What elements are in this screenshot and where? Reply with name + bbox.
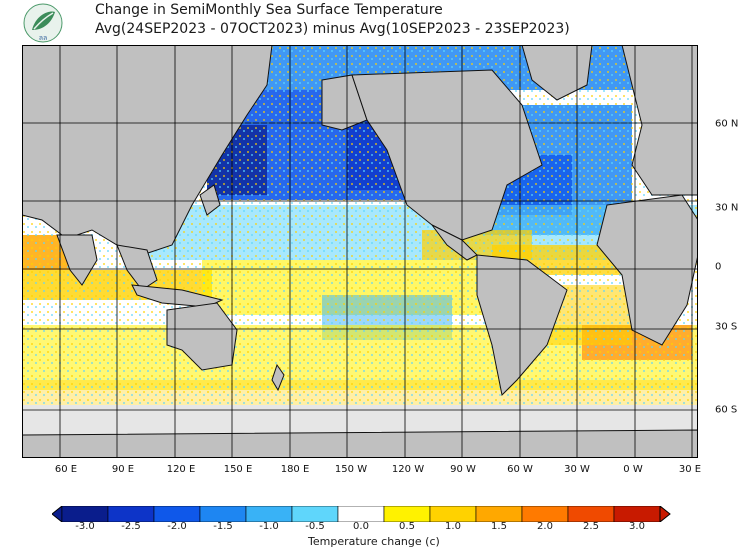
lat-label-60n: 60 N bbox=[715, 118, 739, 130]
land-greenland bbox=[521, 45, 593, 101]
lon-label-120e: 120 E bbox=[166, 464, 196, 475]
lat-label-30n: 30 N bbox=[715, 202, 739, 214]
lon-label-150e: 150 E bbox=[223, 464, 253, 475]
colorbar-tick-label: 0.5 bbox=[399, 521, 415, 532]
colorbar-tick-label: -2.5 bbox=[121, 521, 141, 532]
colorbar-tick-label: -2.0 bbox=[167, 521, 187, 532]
lon-label-60e: 60 E bbox=[54, 464, 78, 475]
lon-label-90w: 90 W bbox=[450, 464, 476, 475]
land-antarctica bbox=[22, 429, 698, 458]
colorbar-tick-label: -1.5 bbox=[213, 521, 233, 532]
logo-text: ลล bbox=[39, 34, 48, 42]
map-frame bbox=[22, 45, 698, 458]
colorbar-cell bbox=[153, 506, 201, 522]
lon-label-30e: 30 E bbox=[678, 464, 702, 475]
lat-label-0: 0 bbox=[715, 261, 722, 273]
colorbar-tick-label: 2.5 bbox=[583, 521, 599, 532]
lon-label-150w: 150 W bbox=[334, 464, 368, 475]
colorbar-cell bbox=[199, 506, 247, 522]
colorbar-title: Temperature change (c) bbox=[308, 535, 440, 548]
land-australia bbox=[166, 302, 238, 371]
land-southeast-asia bbox=[116, 244, 158, 291]
colorbar bbox=[52, 506, 671, 522]
colorbar-cell bbox=[245, 506, 293, 522]
land bbox=[22, 45, 698, 458]
colorbar-cell bbox=[291, 506, 339, 522]
leaf-logo-icon: ลล bbox=[22, 2, 64, 44]
land-central-america bbox=[431, 224, 478, 261]
colorbar-tick-label: -0.5 bbox=[305, 521, 325, 532]
colorbar-cell bbox=[429, 506, 477, 522]
land-north-america bbox=[351, 69, 543, 241]
colorbar-cell bbox=[383, 506, 431, 522]
graticule bbox=[22, 45, 698, 458]
lon-label-30w: 30 W bbox=[564, 464, 590, 475]
land-new-zealand bbox=[271, 363, 285, 392]
colorbar-cell bbox=[61, 506, 109, 522]
colorbar-cell bbox=[613, 506, 661, 522]
land-japan bbox=[199, 184, 221, 216]
colorbar-cell bbox=[337, 506, 385, 522]
colorbar-cell bbox=[107, 506, 155, 522]
colorbar-cell bbox=[567, 506, 615, 522]
map-subtitle: Avg(24SEP2023 - 07OCT2023) minus Avg(10S… bbox=[95, 21, 570, 37]
colorbar-tick-label: 2.0 bbox=[537, 521, 553, 532]
colorbar-arrow-right bbox=[659, 506, 671, 522]
colorbar-cell bbox=[475, 506, 523, 522]
map-title: Change in SemiMonthly Sea Surface Temper… bbox=[95, 2, 443, 18]
lat-label-60s: 60 S bbox=[715, 404, 738, 416]
land-india bbox=[56, 234, 98, 286]
colorbar-cell bbox=[521, 506, 569, 522]
sst-anomaly-map bbox=[22, 45, 698, 458]
land-africa bbox=[596, 194, 698, 346]
lon-label-90e: 90 E bbox=[111, 464, 135, 475]
lon-label-180e: 180 E bbox=[280, 464, 310, 475]
lat-label-30s: 30 S bbox=[715, 321, 738, 333]
colorbar-tick-label: 1.0 bbox=[445, 521, 461, 532]
colorbar-arrow-left bbox=[52, 506, 63, 522]
land-south-america bbox=[476, 254, 568, 397]
lon-label-120w: 120 W bbox=[391, 464, 425, 475]
land-europe-east bbox=[621, 45, 698, 196]
colorbar-tick-label: 3.0 bbox=[629, 521, 645, 532]
lon-label-0w: 0 W bbox=[623, 464, 643, 475]
colorbar-tick-label: 1.5 bbox=[491, 521, 507, 532]
colorbar-tick-label: 0.0 bbox=[353, 521, 369, 532]
colorbar-tick-label: -3.0 bbox=[75, 521, 95, 532]
colorbar-tick-label: -1.0 bbox=[259, 521, 279, 532]
lon-label-60w: 60 W bbox=[507, 464, 533, 475]
land-eurasia bbox=[22, 45, 273, 256]
